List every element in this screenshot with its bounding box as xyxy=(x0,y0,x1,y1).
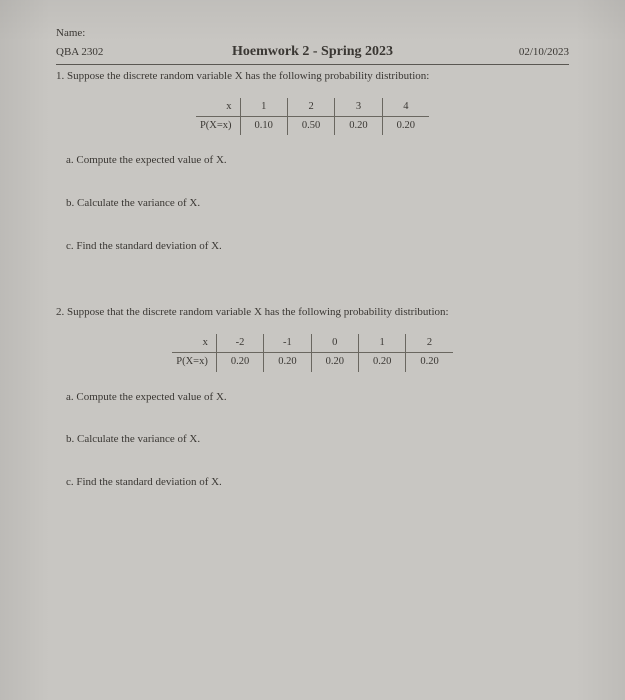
x-cell: 0 xyxy=(311,334,358,353)
p-cell: 0.20 xyxy=(264,353,311,372)
question-2c: c. Find the standard deviation of X. xyxy=(66,475,569,490)
x-cell: 3 xyxy=(335,98,382,117)
p-cell: 0.20 xyxy=(311,353,358,372)
question-2-prompt: 2. Suppose that the discrete random vari… xyxy=(56,305,569,320)
p-cell: 0.20 xyxy=(335,116,382,135)
header-rule xyxy=(56,64,569,65)
x-cell: 1 xyxy=(358,334,405,353)
p-cell: 0.10 xyxy=(240,116,287,135)
name-label: Name: xyxy=(56,26,569,41)
question-1-prompt: 1. Suppose the discrete random variable … xyxy=(56,69,569,84)
question-1c: c. Find the standard deviation of X. xyxy=(66,239,569,254)
question-2b: b. Calculate the variance of X. xyxy=(66,432,569,447)
p-cell: 0.20 xyxy=(406,353,453,372)
row-label: x xyxy=(196,98,240,117)
x-cell: 2 xyxy=(287,98,334,117)
distribution-table-2: x -2 -1 0 1 2 P(X=x) 0.20 0.20 0.20 0.20… xyxy=(172,334,452,371)
p-cell: 0.20 xyxy=(382,116,429,135)
x-cell: 2 xyxy=(406,334,453,353)
question-1b: b. Calculate the variance of X. xyxy=(66,196,569,211)
question-2a: a. Compute the expected value of X. xyxy=(66,390,569,405)
p-cell: 0.50 xyxy=(287,116,334,135)
p-cell: 0.20 xyxy=(358,353,405,372)
table-row: x -2 -1 0 1 2 xyxy=(172,334,452,353)
page-date: 02/10/2023 xyxy=(479,45,569,60)
course-code: QBA 2302 xyxy=(56,45,146,60)
page-title: Hoemwork 2 - Spring 2023 xyxy=(146,43,479,62)
x-cell: 1 xyxy=(240,98,287,117)
table-row: P(X=x) 0.10 0.50 0.20 0.20 xyxy=(196,116,429,135)
question-1a: a. Compute the expected value of X. xyxy=(66,153,569,168)
table-row: x 1 2 3 4 xyxy=(196,98,429,117)
p-cell: 0.20 xyxy=(216,353,263,372)
header-row: QBA 2302 Hoemwork 2 - Spring 2023 02/10/… xyxy=(56,43,569,62)
table-row: P(X=x) 0.20 0.20 0.20 0.20 0.20 xyxy=(172,353,452,372)
row-label: x xyxy=(172,334,216,353)
x-cell: 4 xyxy=(382,98,429,117)
distribution-table-1: x 1 2 3 4 P(X=x) 0.10 0.50 0.20 0.20 xyxy=(196,98,429,135)
x-cell: -1 xyxy=(264,334,311,353)
x-cell: -2 xyxy=(216,334,263,353)
row-label: P(X=x) xyxy=(172,353,216,372)
row-label: P(X=x) xyxy=(196,116,240,135)
